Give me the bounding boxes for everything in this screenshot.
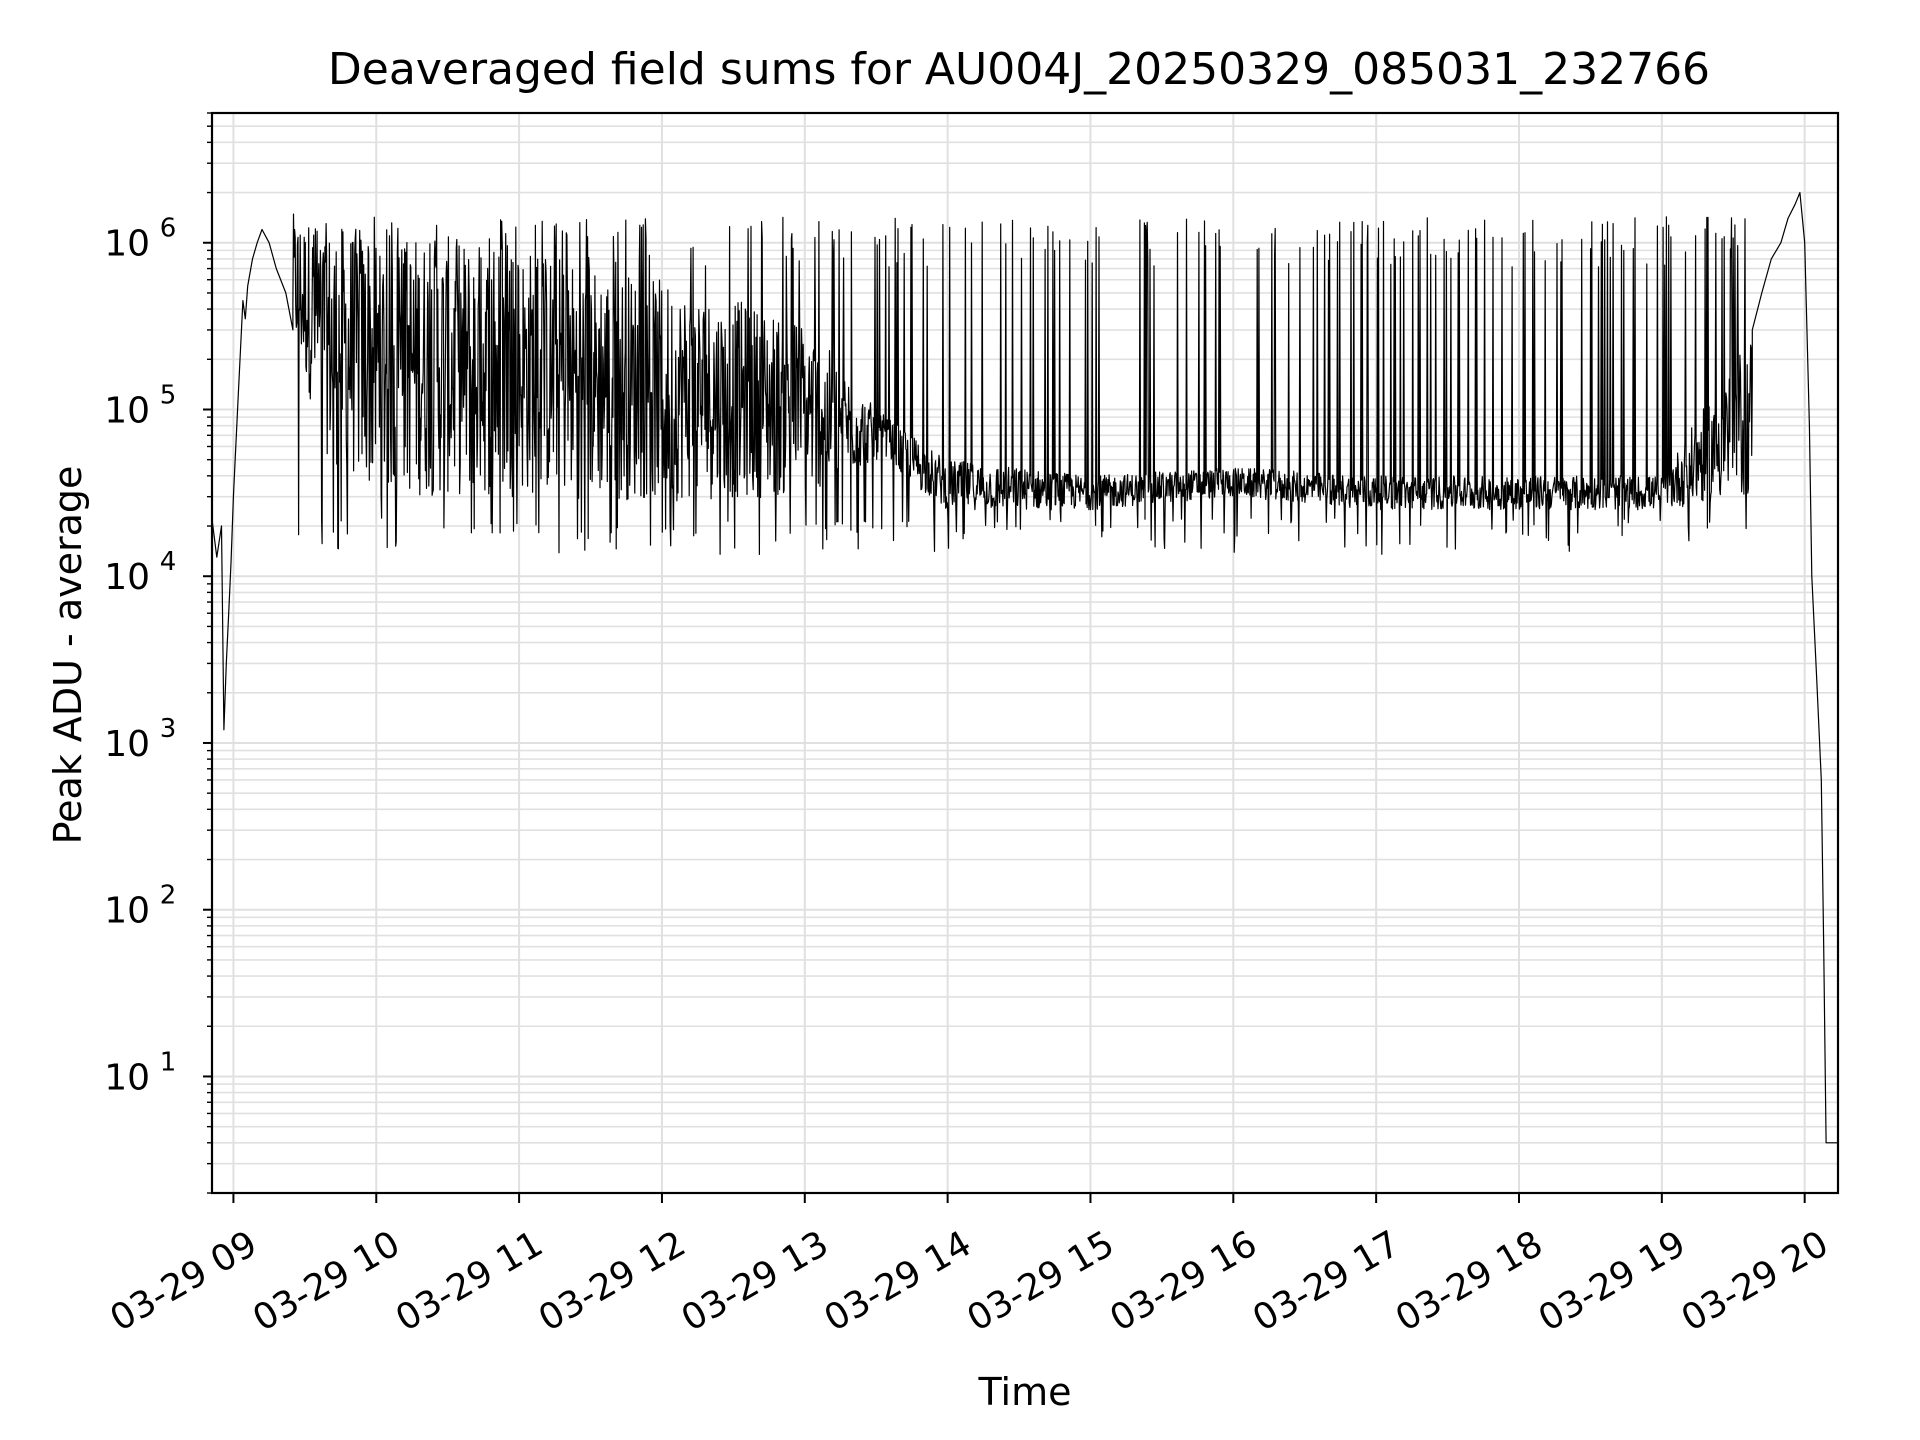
y-tick-exponent: 2 xyxy=(160,881,177,911)
plot-area-frame xyxy=(210,111,1840,1195)
series-line xyxy=(211,192,1838,1144)
data-line-layer xyxy=(211,192,1838,1144)
y-tick-label: 10 xyxy=(104,1057,150,1098)
y-tick-label: 10 xyxy=(104,390,150,431)
y-tick-exponent: 4 xyxy=(160,547,177,577)
chart-title: Deaveraged field sums for AU004J_2025032… xyxy=(328,44,1710,95)
y-tick-exponent: 3 xyxy=(160,714,177,744)
y-tick-exponent: 5 xyxy=(160,380,177,410)
y-tick-label: 10 xyxy=(104,724,150,765)
y-tick-label: 10 xyxy=(104,557,150,598)
x-axis-label: Time xyxy=(978,1370,1072,1414)
y-axis-label: Peak ADU - average xyxy=(46,466,90,845)
y-tick-exponent: 6 xyxy=(160,214,177,244)
y-tick-label: 10 xyxy=(104,224,150,265)
y-tick-exponent: 1 xyxy=(160,1047,177,1077)
y-tick-label: 10 xyxy=(104,891,150,932)
